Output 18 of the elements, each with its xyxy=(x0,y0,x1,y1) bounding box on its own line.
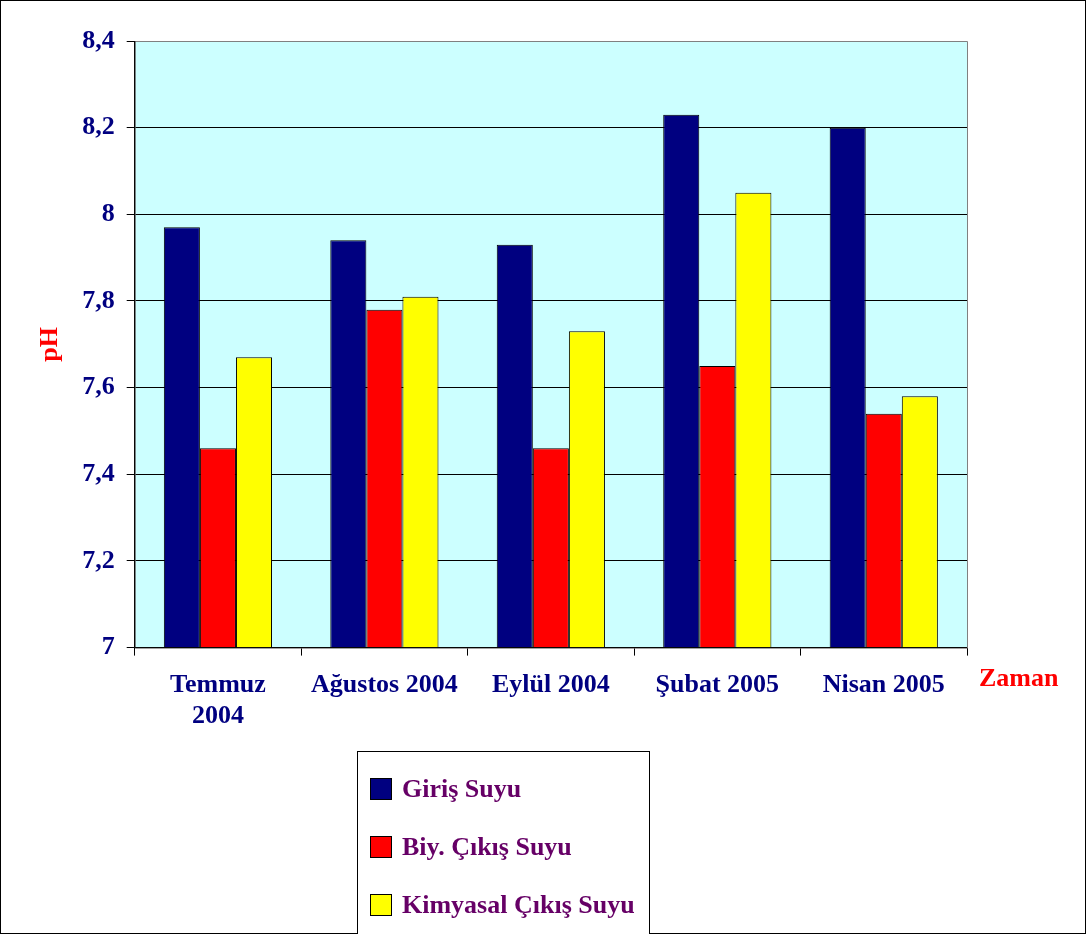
y-axis-title: pH xyxy=(34,326,64,362)
x-tick-label: Temmuz 2004 xyxy=(170,668,266,730)
legend-label: Giriş Suyu xyxy=(402,774,522,804)
y-tick-label: 8,4 xyxy=(82,24,115,54)
y-tick-label: 7,8 xyxy=(82,284,115,314)
legend-label: Kimyasal Çıkış Suyu xyxy=(402,890,635,920)
legend-label: Biy. Çıkış Suyu xyxy=(402,832,572,862)
x-tick-label: Nisan 2005 xyxy=(822,668,945,698)
y-tick-label: 8,2 xyxy=(82,111,115,141)
x-axis-title: Zaman xyxy=(979,663,1059,693)
y-tick-label: 7 xyxy=(101,631,115,661)
y-tick-label: 8 xyxy=(101,198,115,228)
y-tick-label: 7,4 xyxy=(82,458,115,487)
y-tick-label: 7,6 xyxy=(82,371,115,401)
y-tick-label: 7,2 xyxy=(82,544,115,574)
x-tick-label: Şubat 2005 xyxy=(655,668,780,698)
x-tick-label: Eylül 2004 xyxy=(491,668,610,698)
x-tick-label: Ağustos 2004 xyxy=(311,668,458,698)
